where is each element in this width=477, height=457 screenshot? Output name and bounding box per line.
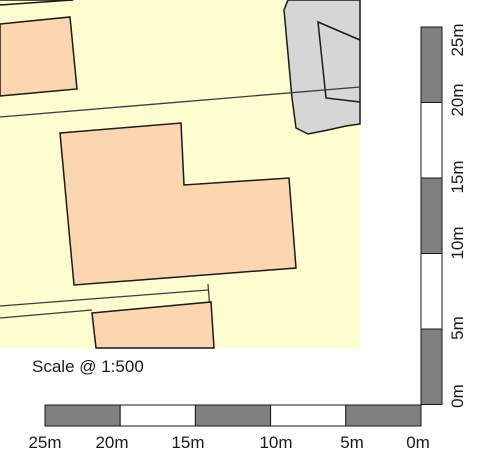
horizontal-scale-tick-label: 10m (259, 433, 293, 452)
horizontal-scale-segment (345, 404, 422, 427)
building-footprint (91, 301, 215, 349)
parcel-boundary-line (0, 86, 361, 118)
vertical-scale-segment (420, 26, 443, 103)
horizontal-scale-segment (44, 404, 121, 427)
vertical-scale-segment (420, 328, 443, 405)
vertical-scale-bar (420, 26, 443, 405)
horizontal-scale-tick-label: 5m (340, 433, 364, 452)
horizontal-scale-segment (194, 404, 272, 427)
paved-area-inner-edge (317, 20, 361, 103)
parcel-boundary-line (0, 289, 209, 307)
horizontal-scale-tick-label: 15m (171, 433, 205, 452)
vertical-scale-tick-label: 0m (448, 384, 467, 408)
vertical-scale-segment (420, 253, 443, 330)
vertical-scale-tick-label: 15m (448, 160, 467, 194)
vertical-scale-segment (420, 102, 443, 179)
horizontal-scale-tick-label: 25m (28, 433, 62, 452)
horizontal-scale-tick-label: 0m (406, 433, 430, 452)
horizontal-scale-segment (270, 404, 347, 427)
horizontal-scale-segment (119, 404, 196, 427)
vertical-scale-tick-label: 10m (448, 226, 467, 260)
parcel-boundary-line (0, 309, 93, 319)
horizontal-scale-bar (44, 404, 422, 427)
vertical-scale-tick-label: 25m (448, 23, 467, 57)
vertical-scale-tick-label: 5m (448, 316, 467, 340)
vertical-scale-tick-label: 20m (448, 83, 467, 117)
building-footprint (0, 16, 78, 97)
building-top-edge (0, 0, 73, 6)
building-footprint (59, 122, 297, 286)
vertical-scale-segment (420, 177, 443, 254)
scale-ratio-label: Scale @ 1:500 (32, 357, 144, 376)
horizontal-scale-tick-label: 20m (95, 433, 129, 452)
